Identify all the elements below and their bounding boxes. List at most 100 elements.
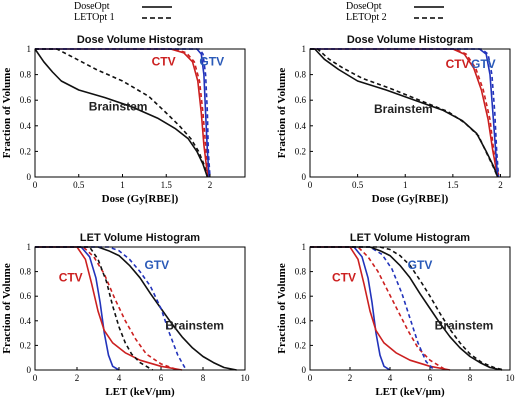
annotation-ctv: CTV <box>446 57 470 71</box>
legend-left: DoseOpt LETOpt 1 <box>74 1 172 23</box>
annotation-ctv: CTV <box>59 270 83 284</box>
plot-frame <box>34 246 246 371</box>
annotation-gtv: GTV <box>408 258 433 272</box>
y-tick-label: 1 <box>302 242 307 252</box>
legend-label: LETOpt 2 <box>346 12 387 23</box>
chart-panel-3: LET Volume Histogram 0 2 4 6 8 10 0 0.2 0.4 0.6 0.8… <box>1 232 250 398</box>
y-tick-label: 0.4 <box>20 121 32 131</box>
plot-frame <box>34 48 246 178</box>
series-line-brainstem-letopt1 <box>35 48 209 178</box>
y-tick-label: 0.8 <box>295 70 307 80</box>
y-tick-label: 0.8 <box>20 70 32 80</box>
x-tick-label: 8 <box>468 373 473 383</box>
series-line-brainstem-doseopt <box>310 48 499 178</box>
y-axis-label: Fraction of Volume <box>276 68 288 159</box>
y-tick-label: 0.4 <box>20 316 32 326</box>
series-line-brainstem-doseopt <box>310 246 503 371</box>
y-tick-label: 0 <box>302 172 307 182</box>
y-tick-label: 0.6 <box>20 95 32 105</box>
legend-label: LETOpt 1 <box>74 12 115 23</box>
series-line-brainstem-letopt1 <box>35 246 154 371</box>
y-tick-label: 0 <box>27 365 32 375</box>
y-tick-label: 1 <box>302 44 307 54</box>
annotation-ctv: CTV <box>332 270 356 284</box>
x-tick-label: 4 <box>388 373 393 383</box>
x-tick-label: 0 <box>33 180 38 190</box>
series-line-ctv-letopt2 <box>310 246 447 371</box>
y-tick-label: 1 <box>27 242 32 252</box>
legend-solid-line <box>414 5 444 8</box>
annotation-gtv: GTV <box>199 55 224 69</box>
x-tick-label: 1 <box>120 180 125 190</box>
y-tick-label: 0 <box>302 365 307 375</box>
annotation-brainstem: Brainstem <box>374 102 433 116</box>
y-tick-label: 0.2 <box>295 146 306 156</box>
plot-frame <box>309 246 511 371</box>
x-tick-label: 0.5 <box>73 180 85 190</box>
series-line-gtv-doseopt <box>35 246 120 371</box>
series-line-ctv-doseopt <box>35 48 210 178</box>
legend-right: DoseOpt LETOpt 2 <box>346 1 444 23</box>
x-axis-label: Dose (Gy[RBE]) <box>102 193 179 205</box>
chart-panel-4: LET Volume Histogram 0 2 4 6 8 10 0 0.2 0.4 0.6 0.8… <box>276 232 515 398</box>
x-tick-label: 0 <box>308 373 313 383</box>
chart-title: Dose Volume Histogram <box>77 34 204 46</box>
series-line-ctv-letopt1 <box>35 246 179 371</box>
series-line-gtv-letopt2 <box>310 246 435 371</box>
plot-frame <box>309 48 511 178</box>
y-axis-label: Fraction of Volume <box>1 68 13 159</box>
y-tick-label: 0.6 <box>20 291 32 301</box>
x-tick-label: 2 <box>498 180 503 190</box>
chart-panel-2: Dose Volume Histogram 0 0.5 1 1.5 2 0 0.2 0.4 0.6… <box>276 34 511 205</box>
series-line-gtv-doseopt <box>310 246 391 371</box>
y-tick-label: 0.8 <box>20 267 32 277</box>
x-tick-label: 1.5 <box>447 180 459 190</box>
y-tick-label: 0.4 <box>295 316 307 326</box>
y-tick-label: 0.4 <box>295 121 307 131</box>
y-tick-label: 0 <box>27 172 32 182</box>
series-line-ctv-letopt1 <box>35 48 210 178</box>
y-tick-label: 0.2 <box>20 146 31 156</box>
x-tick-label: 8 <box>201 373 206 383</box>
x-tick-label: 1.5 <box>161 180 173 190</box>
annotation-gtv: GTV <box>471 57 496 71</box>
y-axis-label: Fraction of Volume <box>1 263 13 354</box>
legend-entry-letopt: LETOpt 1 <box>74 12 172 23</box>
y-axis-label: Fraction of Volume <box>276 263 288 354</box>
x-axis-label: LET (keV/μm) <box>105 386 175 398</box>
legend-dashed-line <box>414 16 444 19</box>
chart-title: LET Volume Histogram <box>350 232 470 244</box>
annotation-ctv: CTV <box>152 55 176 69</box>
x-tick-label: 0.5 <box>352 180 364 190</box>
annotation-brainstem: Brainstem <box>435 318 494 332</box>
x-tick-label: 1 <box>403 180 408 190</box>
x-tick-label: 2 <box>208 180 213 190</box>
x-tick-label: 4 <box>117 373 122 383</box>
y-tick-label: 0.6 <box>295 291 307 301</box>
chart-title: LET Volume Histogram <box>80 232 200 244</box>
legend-entry-letopt: LETOpt 2 <box>346 12 444 23</box>
y-tick-label: 0.2 <box>20 340 31 350</box>
series-line-brainstem-letopt2 <box>310 246 505 371</box>
x-tick-label: 6 <box>428 373 433 383</box>
chart-panel-1: Dose Volume Histogram 0 0.5 1 1.5 2 0 0.2 0.4 0.6… <box>1 34 246 205</box>
x-axis-label: Dose (Gy[RBE]) <box>372 193 449 205</box>
annotation-brainstem: Brainstem <box>89 99 148 113</box>
y-tick-label: 0.2 <box>295 340 306 350</box>
series-line-ctv-doseopt <box>310 246 451 371</box>
x-tick-label: 10 <box>506 373 516 383</box>
y-tick-label: 1 <box>27 44 32 54</box>
x-tick-label: 0 <box>308 180 313 190</box>
x-tick-label: 10 <box>241 373 251 383</box>
legend-entry-doseopt: DoseOpt <box>74 1 172 12</box>
x-tick-label: 2 <box>348 373 353 383</box>
x-axis-label: LET (keV/μm) <box>375 386 445 398</box>
series-line-gtv-letopt1 <box>35 246 187 371</box>
legend-dashed-line <box>142 16 172 19</box>
annotation-gtv: GTV <box>144 258 169 272</box>
y-tick-label: 0.8 <box>295 267 307 277</box>
x-tick-label: 0 <box>33 373 38 383</box>
x-tick-label: 6 <box>159 373 164 383</box>
legend-label: DoseOpt <box>346 1 382 12</box>
